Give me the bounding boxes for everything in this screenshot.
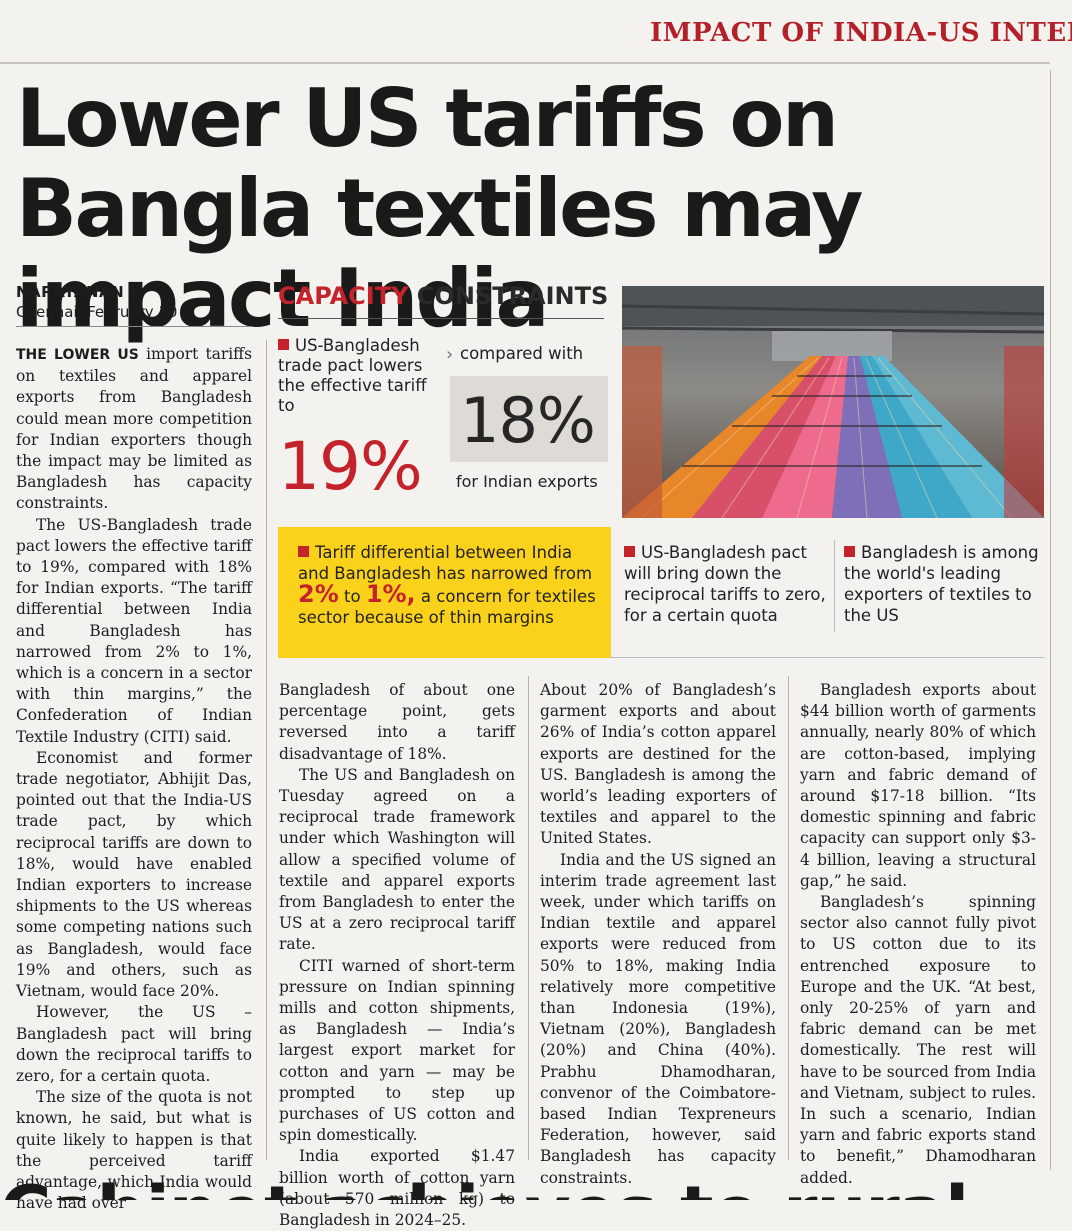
paragraph: Bangladesh of about one percentage point… bbox=[279, 681, 515, 763]
column-rule bbox=[528, 676, 529, 1160]
article-column-2: Bangladesh of about one percentage point… bbox=[279, 680, 515, 1231]
graphic-left-text: US-Bangladesh trade pact lowers the effe… bbox=[278, 336, 438, 416]
graphic-panel-quota: US-Bangladesh pact will bring down the r… bbox=[624, 542, 830, 626]
paragraph: Bangladesh exports about $44 billion wor… bbox=[800, 681, 1036, 890]
next-headline-fragment: Cabinet achieves to rural bbox=[0, 1172, 1072, 1200]
graphic-bottom-rule bbox=[610, 657, 1044, 658]
panel1-from-value: 2% bbox=[298, 580, 339, 608]
byline-divider bbox=[16, 326, 252, 327]
column-rule bbox=[1050, 70, 1051, 1170]
paragraph: Bangladesh’s spinning sector also cannot… bbox=[800, 893, 1036, 1187]
panel3-text: Bangladesh is among the world's leading … bbox=[844, 543, 1039, 625]
graphic-panel-differential: Tariff differential between India and Ba… bbox=[298, 542, 608, 628]
chevron-right-icon: › bbox=[446, 344, 454, 365]
panel2-text: US-Bangladesh pact will bring down the r… bbox=[624, 543, 826, 625]
headline: Lower US tariffs on Bangla textiles may … bbox=[16, 72, 863, 345]
paragraph: The US-Bangladesh trade pact lowers the … bbox=[16, 515, 252, 746]
panel1-text-a: Tariff differential between India and Ba… bbox=[298, 543, 593, 583]
lead-in: THE LOWER US bbox=[16, 347, 139, 363]
section-kicker: IMPACT OF INDIA-US INTERI bbox=[650, 18, 1072, 48]
byline-author: NARAYANAN V bbox=[16, 283, 142, 301]
graphic-title: CAPACITY CONSTRAINTS bbox=[278, 282, 608, 310]
paragraph: The size of the quota is not known, he s… bbox=[16, 1088, 252, 1213]
graphic-title-red: CAPACITY bbox=[278, 282, 409, 310]
graphic-left-value: 19% bbox=[278, 428, 423, 505]
column-rule bbox=[788, 676, 789, 1160]
paragraph: However, the US –Bangladesh pact will br… bbox=[16, 1003, 252, 1085]
top-divider bbox=[0, 62, 1050, 64]
byline: NARAYANAN V Chennai, February 10 bbox=[16, 282, 252, 322]
paragraph: Economist and former trade negotiator, A… bbox=[16, 748, 252, 1001]
graphic-title-dark: CONSTRAINTS bbox=[408, 282, 609, 310]
article-column-4: Bangladesh exports about $44 billion wor… bbox=[800, 680, 1036, 1189]
panel1-text-b: a concern for textiles sector because of… bbox=[298, 587, 596, 627]
graphic-panel-exporters: Bangladesh is among the world's leading … bbox=[844, 542, 1040, 626]
article-column-1: THE LOWER US import tariffs on textiles … bbox=[16, 344, 252, 1214]
panel-divider bbox=[834, 540, 835, 632]
graphic-compare-box bbox=[450, 376, 608, 462]
graphic-compare-caption: for Indian exports bbox=[456, 472, 598, 491]
graphic-title-rule bbox=[278, 318, 604, 319]
paragraph: About 20% of Bangladesh’s garment export… bbox=[540, 681, 776, 848]
graphic-compare-text: compared with bbox=[460, 344, 584, 363]
graphic-left-label: US-Bangladesh trade pact lowers the effe… bbox=[278, 336, 427, 415]
paragraph: India and the US signed an interim trade… bbox=[540, 850, 776, 1187]
article-column-3: About 20% of Bangladesh’s garment export… bbox=[540, 680, 776, 1189]
panel1-to-value: 1%, bbox=[365, 580, 416, 608]
bullet-square-icon bbox=[298, 546, 309, 557]
bullet-square-icon bbox=[624, 546, 635, 557]
panel1-to-word: to bbox=[338, 587, 366, 606]
paragraph: CITI warned of short-term pressure on In… bbox=[279, 956, 515, 1145]
byline-dateline: Chennai, February 10 bbox=[16, 303, 178, 321]
graphic-highlight-panel bbox=[278, 527, 611, 658]
bullet-square-icon bbox=[844, 546, 855, 557]
column-rule bbox=[266, 340, 267, 1160]
graphic-compare-value: 18% bbox=[460, 384, 596, 457]
paragraph: The US and Bangladesh on Tuesday agreed … bbox=[279, 765, 515, 954]
paragraph-text: import tariffs on textiles and apparel e… bbox=[16, 345, 253, 513]
paragraph: THE LOWER US import tariffs on textiles … bbox=[16, 344, 252, 515]
textile-mill-photo bbox=[622, 286, 1044, 518]
bullet-square-icon bbox=[278, 339, 289, 350]
